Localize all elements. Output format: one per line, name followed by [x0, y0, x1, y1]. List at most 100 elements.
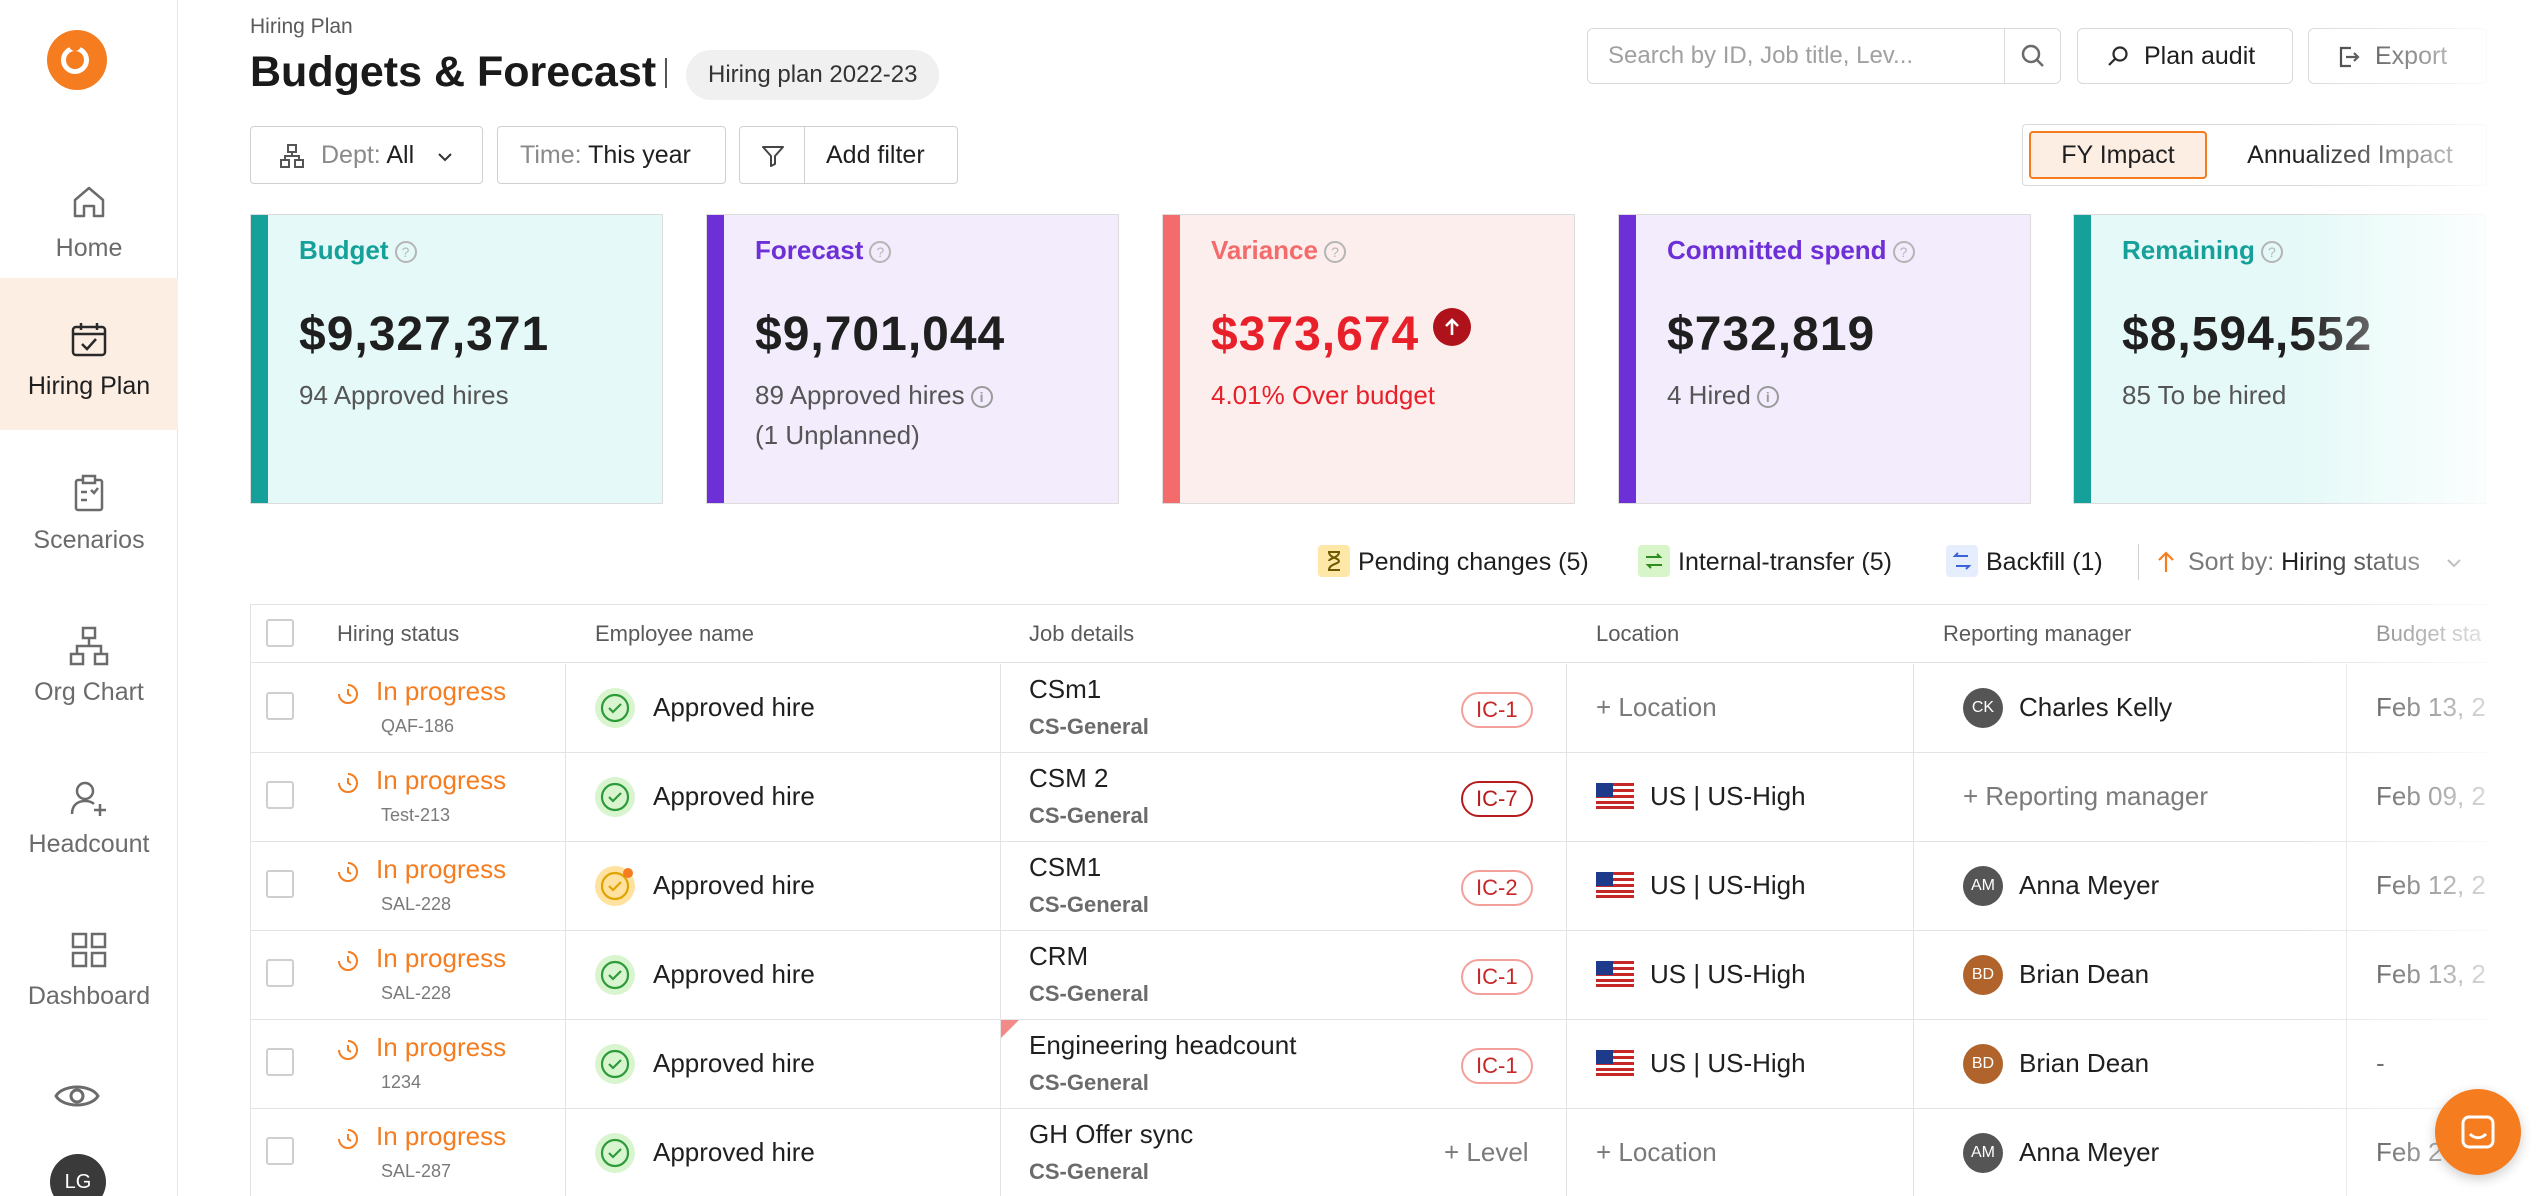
location-value[interactable]: US | US-High	[1596, 870, 1806, 901]
card-value-text: $732,819	[1667, 308, 1876, 361]
hiring-status[interactable]: In progress	[376, 676, 507, 706]
location-value[interactable]: US | US-High	[1596, 1048, 1806, 1079]
hiring-status[interactable]: In progress	[376, 765, 507, 795]
plan-selector[interactable]: Hiring plan 2022-23	[686, 50, 940, 100]
summary-card[interactable]: Remaining? $8,594,552 85 To be hired	[2073, 214, 2486, 504]
level-badge[interactable]: IC-2	[1461, 870, 1533, 906]
hiring-status[interactable]: In progress	[376, 943, 507, 973]
sort-arrow-icon	[2158, 551, 2174, 572]
column-hiring-status[interactable]: Hiring status	[337, 621, 460, 646]
backfill-filter[interactable]: Backfill (1)	[1946, 544, 2103, 580]
job-title[interactable]: CSm1	[1029, 674, 1102, 704]
add-level-button[interactable]: + Level	[1444, 1137, 1529, 1167]
manager-name[interactable]: Anna Meyer	[2019, 1137, 2160, 1167]
summary-card[interactable]: Variance? $373,674 4.01% Over budget	[1162, 214, 1575, 504]
time-filter[interactable]: Time: This year	[497, 126, 726, 184]
manager-name[interactable]: Charles Kelly	[2019, 692, 2173, 722]
add-reporting-manager-button[interactable]: + Reporting manager	[1963, 781, 2208, 811]
pending-changes-filter[interactable]: Pending changes (5)	[1318, 544, 1589, 580]
hiring-status[interactable]: In progress	[376, 854, 507, 884]
sidebar-item-dashboard[interactable]: Dashboard	[0, 888, 178, 1040]
location-value[interactable]: US | US-High	[1596, 959, 1806, 990]
card-title-text: Remaining	[2122, 235, 2255, 265]
column-employee-name[interactable]: Employee name	[595, 621, 754, 646]
plan-audit-button[interactable]: Plan audit	[2077, 28, 2293, 84]
job-title[interactable]: CSM1	[1029, 852, 1102, 882]
level-badge[interactable]: IC-1	[1461, 692, 1533, 728]
sidebar-item-hiring-plan[interactable]: Hiring Plan	[0, 278, 178, 430]
table-row[interactable]: In progress SAL-287 Approved hire GH Off…	[251, 1109, 2488, 1196]
sidebar-item-home[interactable]: Home	[0, 140, 178, 292]
card-sub-text: 4 Hired	[1667, 380, 1751, 410]
employee-name[interactable]: Approved hire	[653, 959, 815, 989]
manager-avatar: BD	[1963, 955, 2003, 995]
employee-name[interactable]: Approved hire	[653, 1137, 815, 1167]
export-button[interactable]: Export	[2308, 28, 2487, 84]
summary-card[interactable]: Budget? $9,327,371 94 Approved hires	[250, 214, 663, 504]
level-badge[interactable]: IC-7	[1461, 781, 1533, 817]
help-icon[interactable]: ?	[2260, 241, 2283, 263]
budget-date: Feb 12, 2	[2376, 870, 2486, 900]
table-row[interactable]: In progress SAL-228 Approved hire CSM1 C…	[251, 842, 2488, 931]
table-row[interactable]: In progress 1234 Approved hire Engineeri…	[251, 1020, 2488, 1109]
user-avatar[interactable]: LG	[50, 1154, 106, 1196]
dept-filter[interactable]: Dept: All	[250, 126, 483, 184]
add-filter-button[interactable]: Add filter	[739, 126, 958, 184]
table-row[interactable]: In progress QAF-186 Approved hire CSm1 C…	[251, 664, 2488, 753]
help-icon[interactable]: ?	[1323, 241, 1346, 263]
employee-name[interactable]: Approved hire	[653, 692, 815, 722]
annualized-impact-option[interactable]: Annualized Impact	[2247, 141, 2453, 169]
row-checkbox[interactable]	[266, 870, 294, 898]
column-job-details[interactable]: Job details	[1029, 621, 1135, 646]
row-checkbox[interactable]	[266, 781, 294, 809]
add-location-button[interactable]: + Location	[1596, 692, 1717, 722]
job-department: CS-General	[1029, 714, 1149, 739]
summary-card[interactable]: Forecast? $9,701,044 89 Approved hires i (…	[706, 214, 1119, 504]
row-checkbox[interactable]	[266, 1137, 294, 1165]
job-title[interactable]: CSM 2	[1029, 763, 1109, 793]
row-checkbox[interactable]	[266, 1048, 294, 1076]
level-badge[interactable]: IC-1	[1461, 1048, 1533, 1084]
sidebar-item-scenarios[interactable]: Scenarios	[0, 432, 178, 584]
manager-name[interactable]: Brian Dean	[2019, 1048, 2150, 1078]
manager-name[interactable]: Anna Meyer	[2019, 870, 2160, 900]
help-icon[interactable]: ?	[869, 241, 892, 263]
breadcrumb[interactable]: Hiring Plan	[250, 15, 353, 38]
hiring-status[interactable]: In progress	[376, 1121, 507, 1151]
eye-icon[interactable]	[53, 1072, 101, 1120]
info-icon[interactable]: i	[970, 386, 993, 408]
help-icon[interactable]: ?	[394, 241, 417, 263]
employee-name[interactable]: Approved hire	[653, 1048, 815, 1078]
info-icon[interactable]: i	[1756, 386, 1779, 408]
table-row[interactable]: In progress SAL-228 Approved hire CRM CS…	[251, 931, 2488, 1020]
column-divider	[1913, 1020, 1914, 1108]
row-checkbox[interactable]	[266, 959, 294, 987]
column-location[interactable]: Location	[1596, 621, 1680, 646]
internal-transfer-filter[interactable]: Internal-transfer (5)	[1638, 544, 1892, 580]
sidebar-item-org-chart[interactable]: Org Chart	[0, 584, 178, 736]
column-budget-status[interactable]: Budget sta	[2376, 621, 2482, 646]
job-title[interactable]: GH Offer sync	[1029, 1119, 1194, 1149]
sort-dropdown[interactable]: Sort by: Hiring status	[2156, 544, 2463, 580]
app-logo[interactable]	[47, 30, 107, 90]
level-badge[interactable]: IC-1	[1461, 959, 1533, 995]
help-icon[interactable]: ?	[1892, 241, 1915, 263]
search-button[interactable]	[2004, 29, 2060, 83]
add-location-button[interactable]: + Location	[1596, 1137, 1717, 1167]
job-title[interactable]: Engineering headcount	[1029, 1030, 1297, 1060]
chat-launcher[interactable]	[2435, 1089, 2521, 1175]
manager-name[interactable]: Brian Dean	[2019, 959, 2150, 989]
location-value[interactable]: US | US-High	[1596, 781, 1806, 812]
hiring-status[interactable]: In progress	[376, 1032, 507, 1062]
fy-impact-option[interactable]: FY Impact	[2029, 131, 2207, 179]
column-reporting-manager[interactable]: Reporting manager	[1943, 621, 2132, 646]
search-input[interactable]	[1588, 29, 2006, 83]
job-title[interactable]: CRM	[1029, 941, 1089, 971]
row-checkbox[interactable]	[266, 692, 294, 720]
select-all-checkbox[interactable]	[266, 619, 294, 647]
employee-name[interactable]: Approved hire	[653, 870, 815, 900]
sidebar-item-headcount[interactable]: Headcount	[0, 736, 178, 888]
employee-name[interactable]: Approved hire	[653, 781, 815, 811]
summary-card[interactable]: Committed spend? $732,819 4 Hired i	[1618, 214, 2031, 504]
table-row[interactable]: In progress Test-213 Approved hire CSM 2…	[251, 753, 2488, 842]
